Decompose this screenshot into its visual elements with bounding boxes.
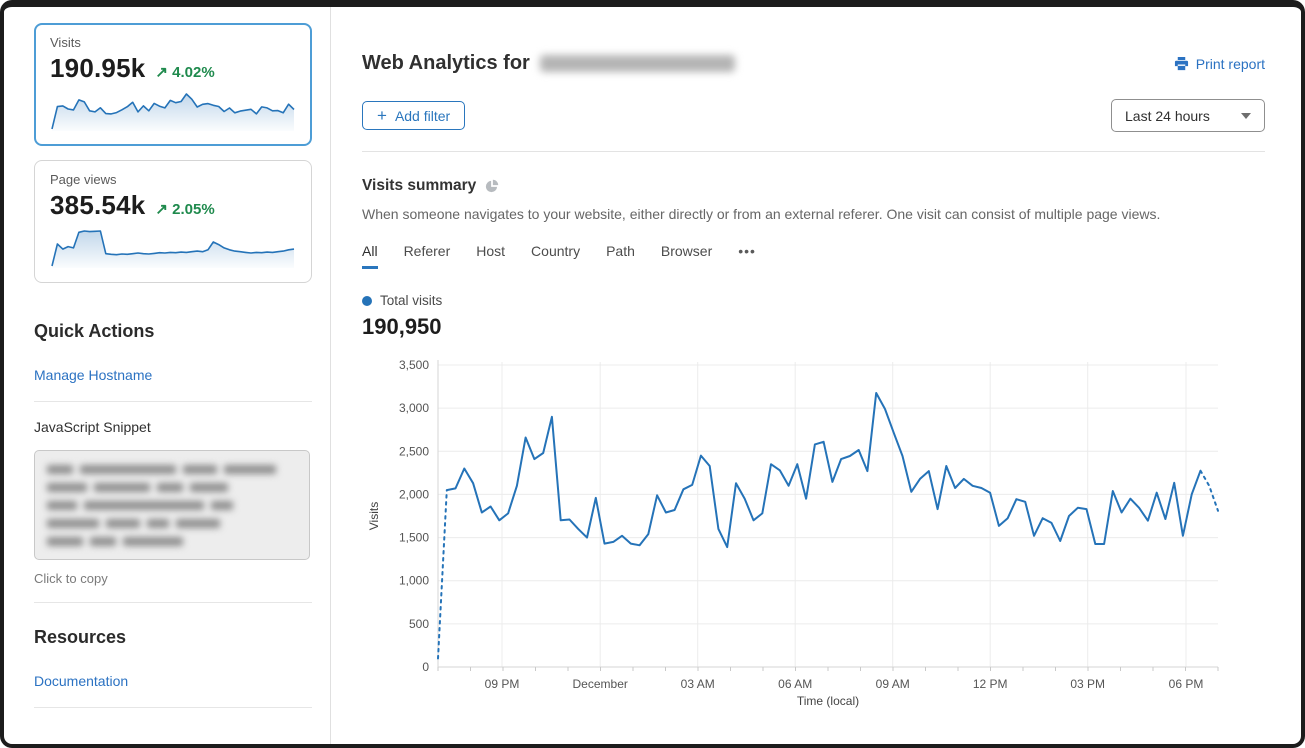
divider	[34, 401, 312, 402]
printer-icon	[1174, 56, 1188, 71]
site-domain-redacted	[539, 55, 735, 72]
metric-delta: ↗ 2.05%	[155, 201, 215, 218]
svg-text:12 PM: 12 PM	[973, 677, 1008, 691]
total-visits-value: 190,950	[362, 314, 442, 339]
javascript-snippet-code-box[interactable]	[34, 450, 310, 560]
visits-summary-section: Visits summary When someone navigates to…	[362, 152, 1265, 713]
svg-text:09 PM: 09 PM	[485, 677, 520, 691]
metric-label: Page views	[50, 172, 117, 187]
metric-value: 190.95k	[50, 53, 146, 83]
svg-text:0: 0	[422, 660, 429, 674]
svg-text:1,500: 1,500	[399, 531, 429, 545]
metric-delta: ↗ 4.02%	[155, 64, 215, 81]
resources-heading: Resources	[34, 627, 127, 647]
svg-text:06 PM: 06 PM	[1169, 677, 1204, 691]
trend-up-icon: ↗	[155, 64, 168, 81]
plus-icon: +	[377, 106, 387, 125]
metric-value: 385.54k	[50, 190, 146, 220]
legend-label: Total visits	[380, 293, 443, 308]
manage-hostname-link[interactable]: Manage Hostname	[34, 367, 153, 383]
sidebar: Visits 190.95k ↗ 4.02% Page views 385.54…	[4, 7, 330, 744]
trend-up-icon: ↗	[155, 201, 168, 218]
visits-summary-title: Visits summary	[362, 177, 477, 194]
divider	[34, 707, 312, 708]
tab-path[interactable]: Path	[606, 243, 635, 259]
svg-text:December: December	[573, 677, 628, 691]
tab-all[interactable]: All	[362, 243, 378, 269]
legend-dot-icon	[362, 295, 372, 306]
svg-text:1,000: 1,000	[399, 574, 429, 588]
metric-label: Visits	[50, 35, 81, 50]
page-views-sparkline-chart	[51, 230, 295, 268]
svg-text:Time (local): Time (local)	[797, 694, 859, 708]
tab-more-ellipsis[interactable]: •••	[738, 243, 756, 259]
svg-text:2,000: 2,000	[399, 487, 429, 501]
metric-card-page-views[interactable]: Page views 385.54k ↗ 2.05%	[34, 160, 312, 283]
page-title: Web Analytics for	[362, 52, 735, 75]
chart-legend: Total visits	[362, 293, 1265, 308]
svg-text:Visits: Visits	[367, 502, 381, 530]
tab-browser[interactable]: Browser	[660, 243, 713, 259]
svg-text:09 AM: 09 AM	[876, 677, 910, 691]
pie-chart-icon	[486, 179, 499, 193]
page-header: Web Analytics for Print report + Add fil…	[362, 7, 1265, 152]
time-range-value: Last 24 hours	[1125, 107, 1210, 124]
visits-sparkline-chart	[51, 93, 295, 131]
time-range-dropdown[interactable]: Last 24 hours	[1111, 99, 1265, 132]
documentation-link[interactable]: Documentation	[34, 673, 129, 689]
svg-text:03 AM: 03 AM	[681, 677, 715, 691]
svg-text:500: 500	[409, 617, 429, 631]
tab-country[interactable]: Country	[531, 243, 581, 259]
click-to-copy-hint: Click to copy	[34, 571, 108, 586]
redacted-code	[47, 465, 297, 546]
svg-text:3,000: 3,000	[399, 401, 429, 415]
svg-text:03 PM: 03 PM	[1070, 677, 1105, 691]
tab-host[interactable]: Host	[476, 243, 506, 259]
chevron-down-icon	[1241, 112, 1251, 119]
dimension-tabs: All Referer Host Country Path Browser ••…	[362, 243, 1265, 269]
divider	[34, 602, 312, 603]
tab-referer[interactable]: Referer	[403, 243, 451, 259]
print-report-link[interactable]: Print report	[1174, 56, 1265, 72]
main-panel: Web Analytics for Print report + Add fil…	[330, 7, 1301, 744]
metric-card-visits[interactable]: Visits 190.95k ↗ 4.02%	[34, 23, 312, 146]
javascript-snippet-label: JavaScript Snippet	[34, 419, 151, 435]
quick-actions-heading: Quick Actions	[34, 321, 155, 341]
add-filter-button[interactable]: + Add filter	[362, 101, 466, 130]
svg-text:06 AM: 06 AM	[778, 677, 812, 691]
visits-summary-description: When someone navigates to your website, …	[362, 206, 1161, 222]
svg-text:2,500: 2,500	[399, 444, 429, 458]
visits-line-chart: 0 500 1,000 1,500 2,000 2,500 3,000 3,500 09 PM D…	[367, 358, 1219, 708]
svg-text:3,500: 3,500	[399, 358, 429, 372]
